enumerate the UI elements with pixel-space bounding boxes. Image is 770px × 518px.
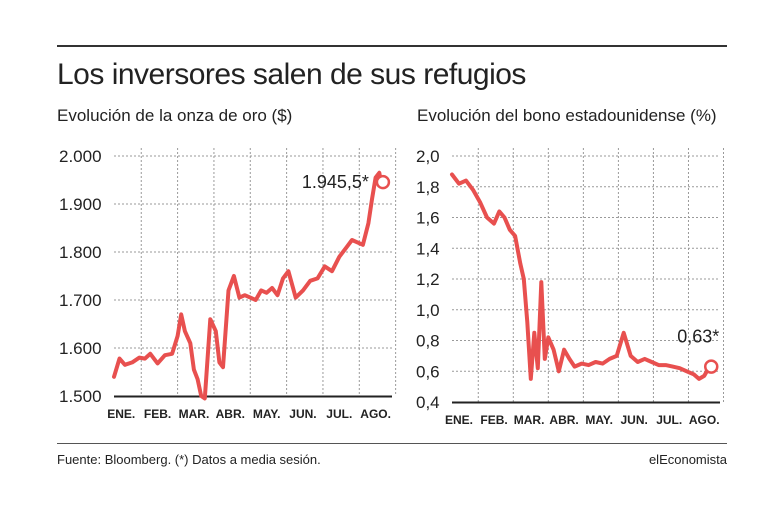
bond-x-tick-label: AGO. (689, 413, 720, 427)
bottom-rule (57, 443, 727, 444)
gold-x-tick-label: JUN. (289, 407, 316, 421)
bond-x-tick-label: FEB. (480, 413, 507, 427)
footer-brand: elEconomista (648, 452, 727, 467)
bond-y-tick-label: 0,8 (416, 332, 440, 351)
bond-annotation-label: 0,63* (677, 327, 719, 347)
footer-source: Fuente: Bloomberg. (*) Datos a media ses… (57, 452, 321, 467)
bond-end-marker (703, 359, 719, 374)
gold-x-tick-label: ABR. (216, 407, 245, 421)
gold-y-tick-label: 1.900 (59, 195, 102, 214)
gold-x-tick-label: MAR. (179, 407, 210, 421)
bond-y-tick-label: 0,6 (416, 362, 440, 381)
bond-chart: 0,4 0,6 0,8 1,0 1,2 1,4 1,6 1,8 2,0 ENE. FEB. MAR. A… (412, 130, 732, 435)
bond-y-tick-label: 1,8 (416, 178, 440, 197)
gold-y-tick-label: 1.800 (59, 243, 102, 262)
gold-y-tick-label: 1.500 (59, 387, 102, 406)
gold-chart: 1.500 1.600 1.700 1.800 1.900 2.000 ENE. FEB. MA… (57, 130, 402, 435)
bond-x-tick-label: MAR. (514, 413, 545, 427)
gold-x-tick-label: FEB. (144, 407, 171, 421)
bond-y-tick-label: 1,4 (416, 239, 440, 258)
headline: Los inversores salen de sus refugios (57, 58, 526, 91)
gold-x-tick-label: MAY. (253, 407, 281, 421)
bond-x-tick-label: MAY. (585, 413, 613, 427)
top-rule (57, 45, 727, 47)
bond-x-tick-label: JUN. (620, 413, 647, 427)
bond-chart-svg: 0,4 0,6 0,8 1,0 1,2 1,4 1,6 1,8 2,0 ENE. FEB. MAR. A… (416, 147, 725, 427)
gold-chart-svg: 1.500 1.600 1.700 1.800 1.900 2.000 ENE. FEB. MA… (59, 147, 397, 421)
gold-end-marker (375, 174, 391, 190)
bond-y-tick-label: 1,0 (416, 301, 440, 320)
gold-y-tick-label: 2.000 (59, 147, 102, 166)
bond-series-line (450, 172, 712, 381)
bond-y-tick-label: 0,4 (416, 393, 440, 412)
bond-y-tick-label: 1,2 (416, 270, 440, 289)
gold-y-tick-label: 1.600 (59, 339, 102, 358)
bond-x-tick-label: JUL. (656, 413, 682, 427)
gold-chart-title: Evolución de la onza de oro ($) (57, 106, 293, 125)
bond-y-tick-label: 1,6 (416, 209, 440, 228)
bond-chart-title: Evolución del bono estadounidense (%) (417, 106, 717, 125)
gold-annotation-label: 1.945,5* (302, 172, 369, 192)
bond-x-tick-label: ENE. (445, 413, 473, 427)
bond-x-tick-label: ABR. (549, 413, 578, 427)
gold-series-line (112, 170, 384, 401)
gold-x-tick-label: ENE. (107, 407, 135, 421)
gold-y-tick-label: 1.700 (59, 291, 102, 310)
gold-x-tick-label: JUL. (326, 407, 352, 421)
bond-y-tick-label: 2,0 (416, 147, 440, 166)
gold-x-tick-label: AGO. (360, 407, 391, 421)
